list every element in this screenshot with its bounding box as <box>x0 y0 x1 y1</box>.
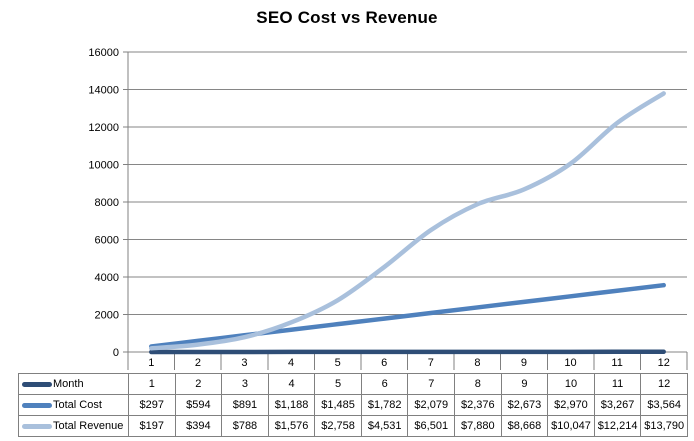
y-axis-label: 6000 <box>95 235 119 247</box>
table-cell: $2,673 <box>500 394 549 416</box>
x-axis-label: 9 <box>521 357 527 369</box>
row-label: Total Revenue <box>53 420 124 433</box>
row-label: Month <box>53 378 84 391</box>
table-cell: 2 <box>174 373 223 395</box>
table-cell: $10,047 <box>547 415 595 437</box>
table-cell: $12,214 <box>593 415 642 437</box>
table-cell: 8 <box>454 373 502 395</box>
table-cell: 11 <box>593 373 642 395</box>
table-cell: 4 <box>267 373 316 395</box>
table-cell: $788 <box>221 415 269 437</box>
y-axis-label: 16000 <box>88 47 119 59</box>
table-cell: $2,758 <box>314 415 362 437</box>
row-label-cell: Total Cost <box>18 394 129 416</box>
table-row-total-revenue: Total Revenue $197 $394 $788 $1,576 $2,758 $4,… <box>18 415 688 437</box>
table-cell: $1,485 <box>314 394 362 416</box>
table-cell: 3 <box>221 373 269 395</box>
table-cell: 10 <box>547 373 595 395</box>
table-cell: $197 <box>128 415 176 437</box>
table-cell: 5 <box>314 373 362 395</box>
table-cell: $1,188 <box>267 394 316 416</box>
table-row-month: Month 1 2 3 4 5 6 7 8 9 10 11 12 <box>18 373 688 395</box>
table-cell: $2,376 <box>454 394 502 416</box>
table-cell: $8,668 <box>500 415 549 437</box>
x-axis-label: 11 <box>611 357 622 369</box>
table-cell: 9 <box>500 373 549 395</box>
table-cell: 1 <box>128 373 176 395</box>
table-cell: $2,079 <box>407 394 456 416</box>
table-cell: $7,880 <box>454 415 502 437</box>
chart-title: SEO Cost vs Revenue <box>256 8 438 27</box>
data-table: Month 1 2 3 4 5 6 7 8 9 10 11 12 Total Cost $297 $594 $8… <box>18 373 688 437</box>
table-cell: $594 <box>174 394 223 416</box>
y-axis-label: 10000 <box>88 160 119 172</box>
y-axis-label: 4000 <box>95 272 119 284</box>
x-axis-label: 10 <box>564 357 576 369</box>
table-cell: $297 <box>128 394 176 416</box>
table-cell: 7 <box>407 373 456 395</box>
table-cell: $394 <box>174 415 223 437</box>
x-axis-label: 2 <box>195 357 201 369</box>
table-cell: $2,970 <box>547 394 595 416</box>
series-line-total-cost <box>149 282 666 349</box>
table-cell: $891 <box>221 394 269 416</box>
x-axis-label: 6 <box>381 357 387 369</box>
table-cell: $1,782 <box>360 394 409 416</box>
table-cell: $1,576 <box>267 415 316 437</box>
x-axis-label: 12 <box>658 357 670 369</box>
y-axis-label: 2000 <box>95 310 119 322</box>
table-row-total-cost: Total Cost $297 $594 $891 $1,188 $1,485 $1,782… <box>18 394 688 416</box>
x-axis-label: 8 <box>474 357 480 369</box>
x-axis-label: 4 <box>288 357 294 369</box>
x-axis-label: 3 <box>241 357 247 369</box>
row-label-cell: Total Revenue <box>18 415 129 437</box>
table-cell: $3,564 <box>640 394 688 416</box>
x-axis-label: 5 <box>335 357 341 369</box>
table-cell: $13,790 <box>640 415 688 437</box>
row-label: Total Cost <box>53 399 102 412</box>
x-axis-label: 7 <box>428 357 434 369</box>
legend-swatch-total-cost <box>22 402 52 408</box>
y-axis-label: 0 <box>113 347 119 359</box>
table-cell: 6 <box>360 373 409 395</box>
y-axis-label: 14000 <box>88 85 119 97</box>
legend-swatch-month <box>22 381 52 387</box>
y-axis-label: 12000 <box>88 122 119 134</box>
row-label-cell: Month <box>18 373 129 395</box>
table-cell: 12 <box>640 373 688 395</box>
y-axis-label: 8000 <box>95 197 119 209</box>
table-cell: $3,267 <box>593 394 642 416</box>
table-cell: $6,501 <box>407 415 456 437</box>
table-cell: $4,531 <box>360 415 409 437</box>
legend-swatch-total-revenue <box>22 423 52 429</box>
x-axis-label: 1 <box>148 357 154 369</box>
series-line-total-revenue <box>149 91 666 351</box>
